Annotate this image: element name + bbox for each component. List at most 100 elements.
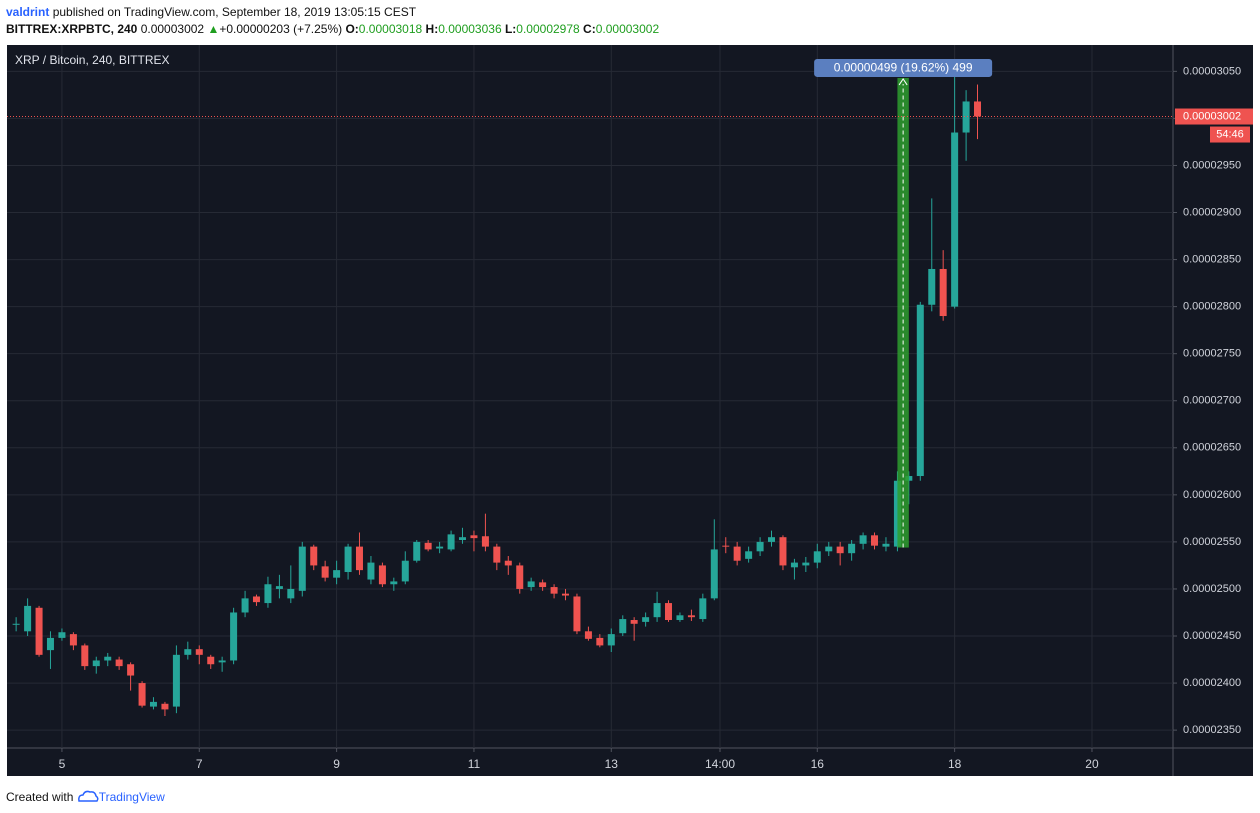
candle-body xyxy=(664,603,672,621)
candle-body xyxy=(687,615,695,618)
candle-body xyxy=(539,582,547,588)
y-tick-label: 0.00002500 xyxy=(1183,583,1241,595)
candle-body xyxy=(390,581,398,585)
ohlc-value: 0.00003018 xyxy=(358,22,423,36)
candle-body xyxy=(470,535,478,539)
candle-body xyxy=(401,560,409,582)
candle-body xyxy=(333,570,341,578)
ohlc-key: C: xyxy=(583,22,596,36)
published: published on TradingView.com, September … xyxy=(52,5,417,19)
y-tick-label: 0.00002850 xyxy=(1183,253,1241,265)
candle-body xyxy=(951,132,959,307)
candle-body xyxy=(916,304,924,477)
candle-body xyxy=(836,546,844,554)
quote-line: BITTREX:XRPBTC, 240 0.00003002 ▲+0.00000… xyxy=(6,22,659,36)
ohlc-value: 0.00003002 xyxy=(595,22,660,36)
candle-body xyxy=(722,545,730,547)
candle-body xyxy=(378,565,386,585)
y-tick-label: 0.00002350 xyxy=(1183,724,1241,736)
candle-body xyxy=(24,605,32,632)
candle-body xyxy=(12,623,20,625)
candle-body xyxy=(69,634,77,646)
candle-body xyxy=(870,535,878,546)
y-tick-label: 0.00002950 xyxy=(1183,159,1241,171)
candle-body xyxy=(825,546,833,552)
candle-body xyxy=(607,634,615,646)
logo xyxy=(77,790,99,802)
candle-body xyxy=(573,596,581,632)
candle-body xyxy=(321,566,329,578)
x-tick-label: 13 xyxy=(605,757,619,771)
candle-body xyxy=(619,619,627,634)
candle-body xyxy=(275,586,283,589)
arrow: ▲ xyxy=(207,22,220,36)
candle-body xyxy=(848,543,856,554)
y-tick-label: 0.00003050 xyxy=(1183,65,1241,77)
candle-body xyxy=(699,598,707,620)
candle-body xyxy=(653,603,661,618)
chart-title: XRP / Bitcoin, 240, BITTREX xyxy=(15,53,170,67)
candle-body xyxy=(92,660,100,667)
candle-body xyxy=(550,587,558,594)
x-tick-label: 11 xyxy=(468,757,481,771)
candle-body xyxy=(790,562,798,568)
candle-body xyxy=(813,551,821,563)
marks xyxy=(12,71,981,717)
candle-body xyxy=(127,664,135,676)
y-tick-label: 0.00002600 xyxy=(1183,489,1241,501)
candle-body xyxy=(310,546,318,566)
candle-body xyxy=(298,546,306,591)
candle-body xyxy=(172,654,180,707)
candle-body xyxy=(802,562,810,566)
y-tick-label: 0.00002450 xyxy=(1183,630,1241,642)
candle-body xyxy=(642,617,650,622)
candle-body xyxy=(584,631,592,639)
candle-body xyxy=(939,268,947,317)
candle-body xyxy=(767,537,775,542)
candle-body xyxy=(630,620,638,624)
symbol: BITTREX:XRPBTC, 240 xyxy=(6,22,138,36)
last-price-box xyxy=(1175,108,1253,125)
author[interactable]: valdrint xyxy=(6,5,50,19)
candle-body xyxy=(779,537,787,566)
candle-body xyxy=(115,659,123,667)
y-tick-label: 0.00002800 xyxy=(1183,301,1241,313)
candle-body xyxy=(344,546,352,573)
candle-body xyxy=(561,593,569,596)
candle-body xyxy=(264,584,272,604)
candle-body xyxy=(504,560,512,566)
candle-body xyxy=(161,703,169,710)
footer-brand[interactable]: TradingView xyxy=(98,790,165,804)
y-tick-label: 0.00002700 xyxy=(1183,395,1241,407)
y-tick-label: 0.00002650 xyxy=(1183,442,1241,454)
overlay: 0.00000499 (19.62%) 499 0.00003002 54:46 xyxy=(7,58,1253,548)
y-tick-label: 0.00002550 xyxy=(1183,536,1241,548)
ohlc-key: H: xyxy=(425,22,439,36)
candle-body xyxy=(252,596,260,603)
candle-body xyxy=(218,660,226,663)
x-tick-label: 5 xyxy=(59,757,66,771)
candle-body xyxy=(481,536,489,547)
ohlc-key: L: xyxy=(504,22,517,36)
candle-body xyxy=(58,632,66,638)
candle-body xyxy=(745,551,753,559)
candle-body xyxy=(207,656,215,665)
x-tick-label: 14:00 xyxy=(705,757,735,771)
y-tick-label: 0.00002750 xyxy=(1183,348,1241,360)
candle-body xyxy=(367,562,375,580)
candle-body xyxy=(413,541,421,561)
candle-body xyxy=(596,637,604,646)
candle-body xyxy=(46,637,54,651)
candle-body xyxy=(184,649,192,655)
candle-body xyxy=(241,598,249,613)
countdown-box xyxy=(1210,126,1250,143)
candle-body xyxy=(493,546,501,563)
y-tick-label: 0.00002900 xyxy=(1183,206,1241,218)
footer-prefix: Created with xyxy=(6,790,74,804)
last-price-label: 0.00003002 xyxy=(1183,110,1241,122)
candle-body xyxy=(676,615,684,621)
measure-arrow xyxy=(898,78,908,86)
measure-label-box xyxy=(814,58,993,77)
